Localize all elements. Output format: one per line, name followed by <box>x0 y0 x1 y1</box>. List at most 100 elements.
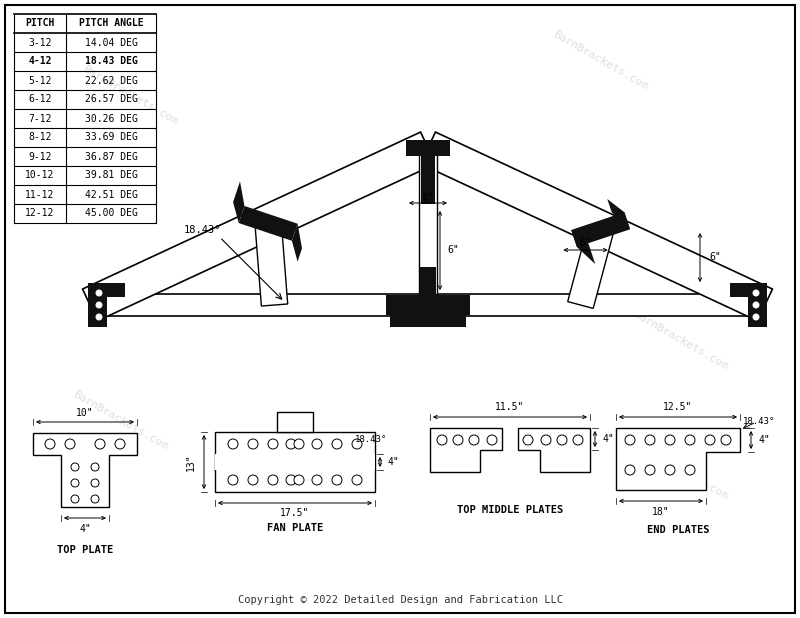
Polygon shape <box>616 428 740 490</box>
Circle shape <box>557 435 567 445</box>
Text: 45.00 DEG: 45.00 DEG <box>85 208 138 219</box>
Circle shape <box>523 435 533 445</box>
Text: TOP MIDDLE PLATES: TOP MIDDLE PLATES <box>457 505 563 515</box>
Polygon shape <box>88 283 125 327</box>
Polygon shape <box>390 315 466 327</box>
Circle shape <box>312 475 322 485</box>
Circle shape <box>286 475 296 485</box>
Text: FAN PLATE: FAN PLATE <box>267 523 323 533</box>
Circle shape <box>91 463 99 471</box>
Polygon shape <box>730 283 767 327</box>
Polygon shape <box>406 140 450 156</box>
Text: 4": 4" <box>602 434 614 444</box>
Text: 42.51 DEG: 42.51 DEG <box>85 190 138 200</box>
Circle shape <box>248 475 258 485</box>
Text: 10-12: 10-12 <box>26 171 54 180</box>
Circle shape <box>352 439 362 449</box>
Text: 9-12: 9-12 <box>28 151 52 161</box>
Text: 18.43°: 18.43° <box>184 225 222 235</box>
Text: BarnBrackets.com: BarnBrackets.com <box>81 64 179 126</box>
Text: 6": 6" <box>422 193 434 203</box>
Polygon shape <box>292 224 302 261</box>
Text: BarnBrackets.com: BarnBrackets.com <box>501 169 599 231</box>
Polygon shape <box>277 412 313 432</box>
Circle shape <box>228 475 238 485</box>
Polygon shape <box>419 153 437 294</box>
Circle shape <box>71 479 79 487</box>
Polygon shape <box>571 212 630 247</box>
Text: 4": 4" <box>387 457 399 467</box>
Circle shape <box>96 290 102 296</box>
Text: 7-12: 7-12 <box>28 114 52 124</box>
Circle shape <box>487 435 497 445</box>
Text: 11-12: 11-12 <box>26 190 54 200</box>
Polygon shape <box>518 428 590 472</box>
Circle shape <box>268 475 278 485</box>
Text: 18": 18" <box>652 507 670 517</box>
Text: PITCH ANGLE: PITCH ANGLE <box>78 19 143 28</box>
Text: 6": 6" <box>709 252 721 262</box>
Text: 12-12: 12-12 <box>26 208 54 219</box>
Text: 17.5": 17.5" <box>280 508 310 518</box>
Circle shape <box>665 465 675 475</box>
Circle shape <box>45 439 55 449</box>
Text: 33.69 DEG: 33.69 DEG <box>85 132 138 143</box>
Text: 30.26 DEG: 30.26 DEG <box>85 114 138 124</box>
Circle shape <box>332 475 342 485</box>
Text: PITCH: PITCH <box>26 19 54 28</box>
Circle shape <box>625 435 635 445</box>
Polygon shape <box>215 454 243 470</box>
Circle shape <box>268 439 278 449</box>
Text: 14.04 DEG: 14.04 DEG <box>85 38 138 48</box>
Circle shape <box>96 302 102 308</box>
Text: 39.81 DEG: 39.81 DEG <box>85 171 138 180</box>
Circle shape <box>91 479 99 487</box>
Circle shape <box>65 439 75 449</box>
Text: BarnBrackets.com: BarnBrackets.com <box>70 389 170 451</box>
Text: 5-12: 5-12 <box>28 75 52 85</box>
Circle shape <box>71 463 79 471</box>
Polygon shape <box>347 454 375 470</box>
Text: 6-12: 6-12 <box>28 95 52 104</box>
Circle shape <box>286 439 296 449</box>
Text: 4-12: 4-12 <box>28 56 52 67</box>
Text: 3-12: 3-12 <box>28 38 52 48</box>
Polygon shape <box>571 230 595 264</box>
Circle shape <box>437 435 447 445</box>
Polygon shape <box>568 226 614 308</box>
Text: 6": 6" <box>579 238 591 248</box>
Circle shape <box>705 435 715 445</box>
Circle shape <box>332 439 342 449</box>
Polygon shape <box>420 267 436 295</box>
Circle shape <box>685 435 695 445</box>
Text: Copyright © 2022 Detailed Design and Fabrication LLC: Copyright © 2022 Detailed Design and Fab… <box>238 595 562 605</box>
Polygon shape <box>421 156 435 204</box>
Circle shape <box>115 439 125 449</box>
Circle shape <box>71 495 79 503</box>
Polygon shape <box>238 206 298 241</box>
Text: 13": 13" <box>186 453 196 471</box>
Text: 26.57 DEG: 26.57 DEG <box>85 95 138 104</box>
Text: 6": 6" <box>447 245 459 255</box>
Circle shape <box>469 435 479 445</box>
Circle shape <box>352 475 362 485</box>
Circle shape <box>96 314 102 320</box>
Text: BarnBrackets.com: BarnBrackets.com <box>550 28 650 91</box>
Text: 18.43°: 18.43° <box>355 436 387 444</box>
Polygon shape <box>386 295 470 315</box>
Polygon shape <box>93 294 762 316</box>
Circle shape <box>665 435 675 445</box>
Circle shape <box>645 465 655 475</box>
Circle shape <box>95 439 105 449</box>
Circle shape <box>753 314 759 320</box>
Text: TOP PLATE: TOP PLATE <box>57 545 113 555</box>
Circle shape <box>625 465 635 475</box>
Polygon shape <box>421 132 773 321</box>
Circle shape <box>248 439 258 449</box>
Text: BarnBrackets.com: BarnBrackets.com <box>630 308 730 371</box>
Text: 36.87 DEG: 36.87 DEG <box>85 151 138 161</box>
Text: 18.43 DEG: 18.43 DEG <box>85 56 138 67</box>
Text: 18.43°: 18.43° <box>743 418 775 426</box>
Text: 11.5": 11.5" <box>495 402 525 412</box>
Text: END PLATES: END PLATES <box>646 525 710 535</box>
